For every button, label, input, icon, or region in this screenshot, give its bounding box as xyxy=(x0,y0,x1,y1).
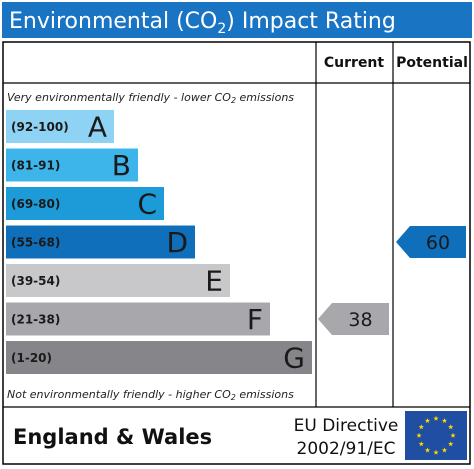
rating-indicators: 38 60 xyxy=(318,226,466,335)
band-g-bar xyxy=(6,341,312,374)
band-e-range: (39-54) xyxy=(11,274,60,288)
band-b-range: (81-91) xyxy=(11,159,60,173)
eu-star xyxy=(418,441,424,447)
column-header-potential: Potential xyxy=(396,55,468,71)
eu-star xyxy=(441,417,448,424)
title-bar xyxy=(2,2,472,38)
chart-title: Environmental (CO2) Impact Rating xyxy=(9,9,396,37)
current-rating-value: 38 xyxy=(348,309,372,331)
eu-star xyxy=(441,447,448,453)
potential-rating-value: 60 xyxy=(426,232,450,254)
chart-frame xyxy=(2,41,471,465)
eu-star xyxy=(433,449,439,455)
band-f-bar xyxy=(6,302,270,336)
band-a-letter: A xyxy=(88,111,107,144)
band-c-range: (69-80) xyxy=(11,197,60,211)
eu-star xyxy=(418,424,424,430)
eu-stars xyxy=(416,415,456,455)
eu-star xyxy=(448,424,454,430)
band-c-letter: C xyxy=(137,188,157,221)
bottom-note: Not environmentally friendly - higher CO… xyxy=(7,388,294,402)
band-d-range: (55-68) xyxy=(11,236,60,250)
band-f-letter: F xyxy=(247,303,263,336)
eu-star xyxy=(424,417,431,424)
band-c-bar xyxy=(6,187,164,220)
band-e-letter: E xyxy=(205,265,223,298)
eu-star xyxy=(433,415,439,421)
band-b-letter: B xyxy=(112,149,131,182)
band-d-bar xyxy=(6,225,195,259)
band-a-bar xyxy=(6,110,114,143)
footer-region: England & Wales xyxy=(13,425,212,449)
directive-line-1: EU Directive xyxy=(294,416,399,436)
eu-star xyxy=(448,441,454,447)
band-d-letter: D xyxy=(166,226,188,259)
band-b-bar xyxy=(6,148,138,182)
top-note: Very environmentally friendly - lower CO… xyxy=(7,91,294,105)
band-e-bar xyxy=(6,264,230,297)
band-g-letter: G xyxy=(283,342,305,375)
potential-rating-arrow xyxy=(396,226,466,258)
column-header-current: Current xyxy=(324,55,385,71)
band-g-range: (1-20) xyxy=(11,351,52,365)
eu-star xyxy=(416,432,422,438)
eu-star xyxy=(424,447,431,453)
band-f-range: (21-38) xyxy=(11,313,60,327)
rating-bands: (92-100) A (81-91) B (69-80) C (55-68) D (39-54)… xyxy=(6,110,312,375)
eu-star xyxy=(450,432,456,438)
current-rating-arrow xyxy=(318,303,389,335)
directive-line-2: 2002/91/EC xyxy=(297,439,396,459)
band-a-range: (92-100) xyxy=(11,120,69,134)
